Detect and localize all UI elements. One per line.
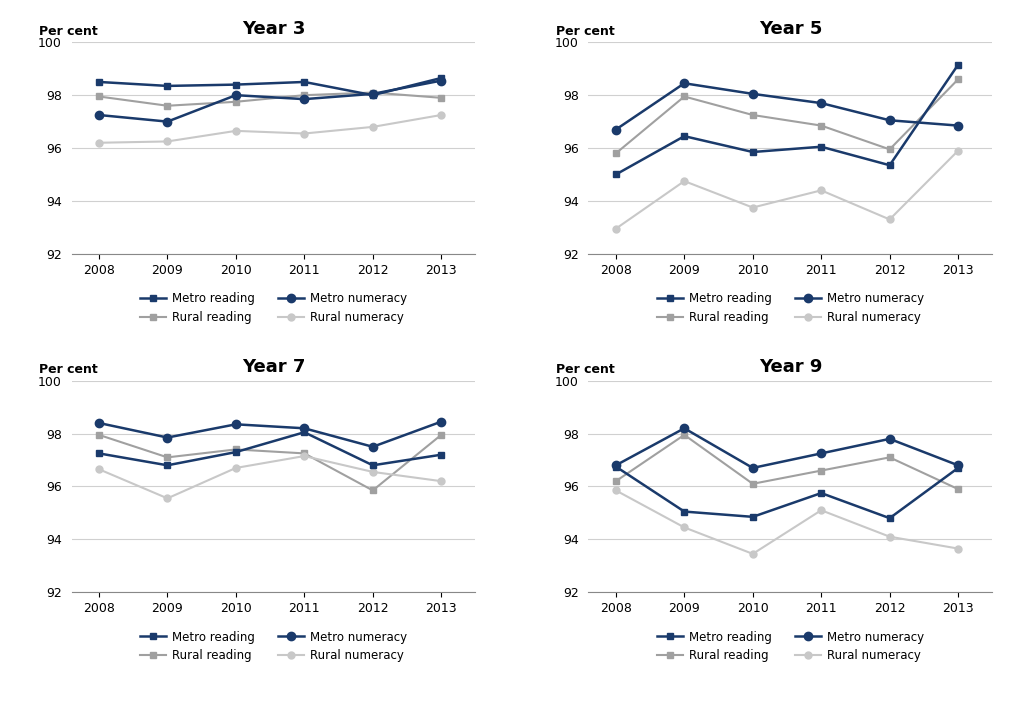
- Text: Per cent: Per cent: [39, 25, 98, 38]
- Title: Year 9: Year 9: [759, 358, 822, 376]
- Title: Year 3: Year 3: [241, 20, 305, 38]
- Legend: Metro reading, Rural reading, Metro numeracy, Rural numeracy: Metro reading, Rural reading, Metro nume…: [140, 630, 407, 663]
- Legend: Metro reading, Rural reading, Metro numeracy, Rural numeracy: Metro reading, Rural reading, Metro nume…: [140, 292, 407, 324]
- Title: Year 5: Year 5: [759, 20, 822, 38]
- Text: Per cent: Per cent: [557, 25, 615, 38]
- Legend: Metro reading, Rural reading, Metro numeracy, Rural numeracy: Metro reading, Rural reading, Metro nume…: [657, 630, 924, 663]
- Text: Per cent: Per cent: [39, 364, 98, 376]
- Title: Year 7: Year 7: [241, 358, 305, 376]
- Text: Per cent: Per cent: [557, 364, 615, 376]
- Legend: Metro reading, Rural reading, Metro numeracy, Rural numeracy: Metro reading, Rural reading, Metro nume…: [657, 292, 924, 324]
